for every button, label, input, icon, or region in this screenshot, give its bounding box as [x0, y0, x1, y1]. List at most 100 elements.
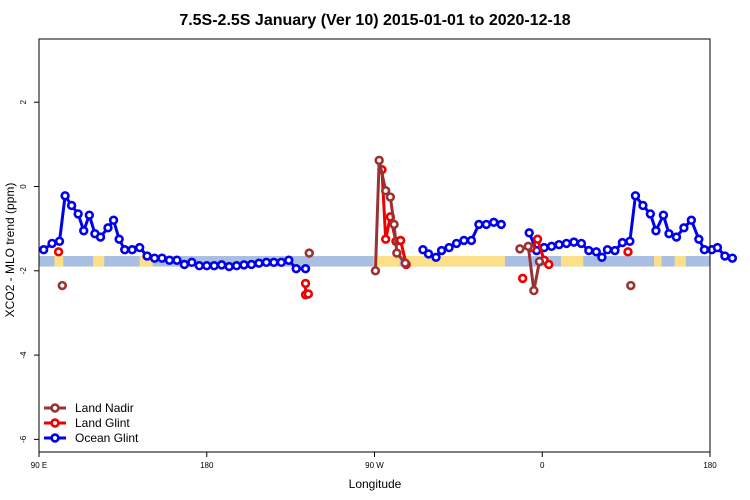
legend-swatch-marker	[50, 418, 60, 428]
data-point	[625, 236, 635, 246]
data-point	[246, 259, 257, 270]
data-point	[517, 273, 528, 284]
data-point	[66, 200, 77, 211]
data-point	[532, 234, 543, 244]
land-segment	[402, 256, 505, 267]
y-axis-label: XCO2 - MLO trend (ppm)	[3, 183, 17, 318]
data-point	[569, 237, 579, 247]
data-point	[481, 219, 492, 230]
data-point	[254, 258, 264, 268]
data-point	[554, 239, 564, 250]
data-point	[38, 245, 49, 255]
data-point	[544, 259, 554, 270]
data-point	[459, 235, 469, 246]
data-point	[84, 210, 95, 220]
series-ocean-glint	[38, 191, 738, 274]
data-point	[699, 245, 710, 255]
data-point	[423, 249, 434, 259]
data-point	[515, 244, 525, 254]
data-point	[602, 245, 613, 255]
data-point	[591, 247, 602, 257]
data-point	[584, 245, 594, 256]
data-point	[444, 242, 454, 253]
data-point	[651, 226, 661, 236]
data-point	[120, 245, 130, 255]
data-point	[431, 252, 441, 262]
land-segment	[373, 256, 400, 267]
data-point	[164, 255, 175, 265]
data-point	[239, 260, 249, 270]
data-point	[216, 260, 227, 270]
data-point	[261, 257, 272, 268]
land-segment	[93, 256, 105, 267]
data-point	[626, 280, 636, 291]
y-tick-label: 2	[19, 99, 28, 104]
data-point	[209, 261, 219, 271]
data-point	[597, 252, 607, 262]
data-point	[395, 235, 406, 246]
data-point	[546, 241, 557, 252]
data-point	[284, 255, 294, 265]
data-point	[60, 191, 70, 201]
land-segment	[139, 256, 153, 267]
series-land-glint	[53, 164, 633, 300]
data-point	[103, 223, 113, 233]
x-tick-label: 90 W	[365, 461, 384, 470]
legend-swatch-marker	[50, 433, 60, 443]
data-point	[385, 192, 396, 202]
data-point	[157, 253, 167, 263]
y-tick-label: 0	[19, 184, 28, 189]
data-point	[53, 247, 64, 257]
data-point	[224, 261, 234, 272]
data-point	[231, 261, 242, 271]
series-layer	[38, 155, 738, 300]
data-point	[638, 200, 648, 211]
data-point	[524, 228, 534, 238]
data-point	[489, 217, 499, 228]
data-point	[664, 229, 674, 239]
data-point	[179, 259, 190, 270]
series-land-nadir	[57, 155, 636, 296]
data-point	[291, 263, 301, 274]
data-point	[389, 219, 399, 230]
data-point	[630, 191, 641, 201]
data-point	[142, 251, 152, 261]
data-point	[380, 186, 391, 196]
x-axis-label: Longitude	[349, 477, 402, 491]
data-point	[529, 285, 539, 296]
data-point	[370, 266, 381, 276]
land-segment	[54, 256, 64, 267]
land-segment	[560, 256, 584, 267]
x-tick-label: 90 E	[31, 461, 47, 470]
data-point	[114, 234, 124, 244]
data-point	[108, 215, 119, 225]
y-tick-label: -2	[19, 267, 28, 275]
y-axis: -6 -4 -2 0 2	[19, 99, 39, 443]
data-point	[374, 155, 384, 166]
data-point	[534, 256, 545, 267]
data-point	[57, 280, 67, 291]
data-point	[686, 215, 697, 225]
chart-title: 7.5S-2.5S January (Ver 10) 2015-01-01 to…	[179, 12, 570, 29]
data-point	[671, 232, 682, 242]
data-point	[679, 223, 689, 233]
data-point	[466, 235, 477, 246]
data-point	[276, 257, 287, 268]
data-point	[127, 245, 137, 255]
data-point	[658, 210, 669, 220]
data-point	[300, 263, 311, 274]
data-point	[303, 289, 314, 299]
data-point	[54, 236, 65, 246]
data-point	[304, 248, 314, 258]
data-point	[380, 234, 391, 244]
data-point	[269, 257, 279, 268]
data-point	[617, 237, 628, 248]
legend-label: Ocean Glint	[75, 431, 139, 445]
data-point	[523, 241, 533, 252]
x-tick-label: 180	[703, 461, 717, 470]
data-point	[576, 238, 587, 249]
data-point	[474, 219, 484, 230]
land-segment	[674, 256, 686, 267]
